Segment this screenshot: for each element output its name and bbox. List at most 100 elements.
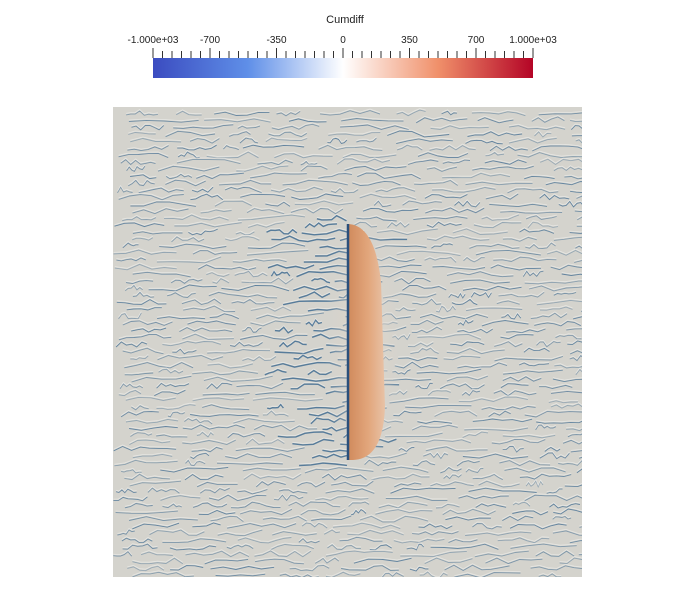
streak-highlight — [496, 299, 520, 304]
streak-line — [491, 439, 546, 445]
streak-line — [116, 299, 167, 305]
streak-line — [177, 144, 217, 151]
streak-line — [206, 382, 233, 390]
streak-line — [124, 503, 153, 509]
streak-line — [569, 355, 582, 362]
streak-highlight — [536, 419, 582, 423]
streak-line — [207, 349, 271, 354]
streak-line — [130, 174, 157, 180]
streak-highlight — [407, 341, 434, 346]
streak-highlight — [181, 297, 222, 304]
streak-line — [130, 355, 149, 361]
streak-line — [160, 466, 229, 473]
streak-highlight — [198, 508, 236, 514]
streak-line — [353, 557, 412, 564]
streak-highlight — [227, 521, 297, 528]
streak-highlight — [472, 521, 502, 528]
streak-highlight — [359, 514, 429, 521]
streak-line — [456, 460, 480, 467]
streak-line — [536, 341, 561, 348]
streak-highlight — [121, 536, 153, 542]
streak-highlight — [128, 130, 156, 134]
streak-line — [524, 175, 555, 180]
streak-line — [117, 186, 133, 194]
streak-highlight — [278, 487, 308, 492]
streak-highlight — [236, 381, 284, 388]
streak-line — [396, 138, 453, 145]
streak-highlight — [125, 395, 176, 400]
streak-line — [190, 193, 224, 201]
streak-highlight — [454, 570, 521, 577]
streak-line — [270, 186, 323, 193]
streak-highlight — [162, 339, 221, 345]
streak-line — [250, 306, 292, 312]
streak-line — [156, 256, 222, 264]
streak-highlight — [162, 536, 227, 542]
streak-highlight — [241, 276, 294, 283]
streak-highlight — [203, 374, 273, 381]
streak-highlight — [457, 327, 493, 332]
streak-line — [116, 257, 146, 262]
streak-highlight — [114, 221, 165, 226]
render-view[interactable] — [113, 107, 582, 577]
streak-line — [481, 406, 536, 411]
streak-line — [237, 537, 292, 544]
streak-highlight — [250, 319, 301, 325]
streak-line — [208, 494, 267, 502]
streak-highlight — [227, 431, 266, 437]
streak-line — [172, 348, 197, 355]
streak-line — [481, 320, 529, 327]
streak-highlight — [444, 563, 510, 570]
streak-highlight — [475, 248, 541, 254]
streak-line — [493, 390, 537, 397]
streak-highlight — [216, 461, 283, 464]
streak-highlight — [237, 487, 268, 493]
streak-highlight — [359, 192, 417, 199]
streak-line — [554, 364, 582, 369]
streak-line — [502, 236, 537, 242]
streak-highlight — [504, 466, 566, 472]
colorbar-gradient — [153, 58, 533, 78]
streak-highlight — [488, 409, 511, 416]
streak-highlight — [465, 180, 533, 184]
streak-line — [122, 347, 164, 355]
streak-line — [463, 257, 485, 263]
streak-highlight — [149, 528, 205, 535]
streak-highlight — [518, 361, 550, 365]
streak-highlight — [443, 472, 462, 478]
streak-line — [485, 557, 543, 565]
streak-line — [118, 312, 142, 320]
streak-line — [442, 508, 496, 516]
streak-highlight — [450, 278, 510, 283]
streak-line — [217, 529, 263, 537]
streak-line — [564, 484, 582, 488]
streak-highlight — [328, 130, 381, 135]
streak-line — [553, 166, 582, 172]
streak-highlight — [500, 332, 534, 338]
streak-highlight — [485, 150, 505, 155]
streak-highlight — [132, 556, 184, 563]
streak-line — [555, 334, 582, 340]
streak-line — [501, 313, 522, 320]
streak-highlight — [190, 192, 224, 199]
streak-line — [325, 488, 375, 494]
streak-highlight — [534, 129, 552, 137]
streak-highlight — [415, 115, 468, 122]
streak-line — [170, 565, 204, 571]
streak-highlight — [491, 437, 546, 443]
streak-highlight — [214, 110, 270, 115]
streak-line — [332, 522, 401, 530]
streak-line — [525, 215, 557, 220]
streak-highlight — [257, 158, 293, 164]
streak-line — [200, 209, 232, 214]
streak-line — [156, 382, 190, 389]
streak-line — [413, 216, 468, 221]
streak-highlight — [116, 256, 146, 260]
streak-line — [489, 145, 528, 152]
streak-line — [125, 280, 154, 285]
streak-highlight — [212, 276, 230, 283]
streak-highlight — [478, 479, 520, 486]
streak-line — [385, 432, 443, 438]
streak-highlight — [191, 445, 223, 451]
streak-line — [402, 285, 447, 291]
